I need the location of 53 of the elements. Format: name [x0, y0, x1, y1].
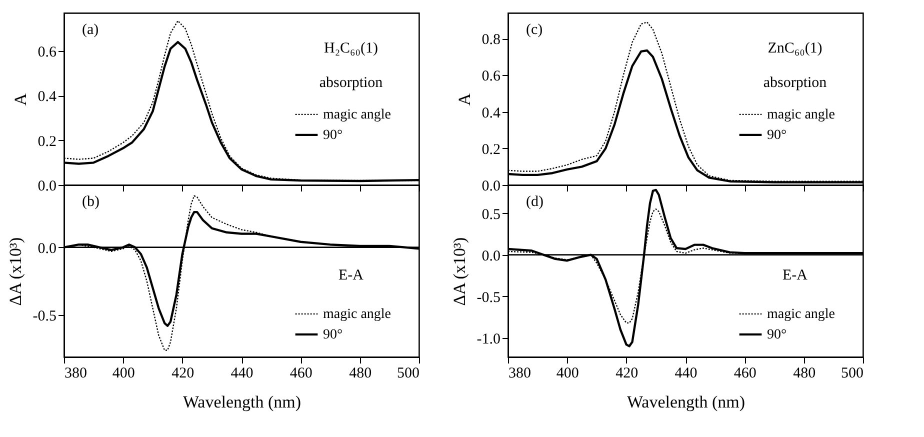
y-tick-label: 0.6	[38, 44, 57, 60]
y-tick-label: 0.8	[482, 32, 500, 48]
legend-label: 90°	[323, 327, 343, 342]
annotation: E-A	[338, 267, 364, 284]
y-axis-title: A	[454, 92, 474, 106]
legend-label: 90°	[323, 128, 343, 143]
y-tick-label: -1.0	[476, 331, 500, 348]
x-tick-label: 420	[172, 366, 194, 382]
legend-label: magic angle	[323, 306, 392, 322]
x-tick-label: 500	[841, 366, 864, 382]
y-tick-label: 0.4	[38, 89, 57, 106]
annotation: ZnC₆₀(1)	[768, 40, 822, 56]
y-tick-label: 0.2	[38, 134, 56, 150]
legend-label: magic angle	[767, 306, 836, 322]
y-tick-label: 0.4	[482, 105, 501, 122]
y-tick-label: 0.6	[482, 68, 501, 85]
x-axis-title: Wavelength (nm)	[182, 392, 302, 412]
legend-label: magic angle	[323, 107, 392, 122]
annotation: absorption	[319, 74, 384, 91]
y-axis-title: ΔA (x10³)	[450, 237, 469, 306]
x-tick-label: 380	[64, 366, 87, 382]
legend-label: magic angle	[767, 107, 836, 122]
x-tick-label: 460	[734, 366, 756, 382]
x-tick-label: 400	[112, 366, 135, 382]
x-tick-label: 440	[674, 366, 698, 382]
x-tick-label: 500	[397, 366, 420, 382]
annotation: absorption	[763, 74, 828, 91]
x-tick-label: 400	[556, 366, 579, 382]
x-tick-label: 480	[793, 366, 816, 382]
y-tick-label: -0.5	[476, 290, 500, 306]
y-tick-label: 0.0	[38, 178, 56, 194]
annotation: E-A	[782, 267, 808, 284]
annotation: (b)	[82, 194, 100, 210]
x-tick-label: 380	[508, 366, 531, 382]
x-axis-title: Wavelength (nm)	[626, 392, 746, 412]
x-tick-label: 460	[290, 366, 312, 382]
annotation: H₂C₆₀(1)	[324, 40, 378, 56]
annotation: (d)	[526, 194, 544, 210]
y-axis-title: ΔA (x10³)	[6, 237, 25, 306]
x-tick-label: 480	[349, 366, 372, 382]
y-tick-label: 0.2	[482, 142, 500, 158]
legend-label: 90°	[767, 128, 787, 143]
y-tick-label: 0.5	[482, 206, 500, 223]
x-tick-label: 440	[230, 366, 254, 382]
x-tick-label: 420	[616, 366, 638, 382]
y-tick-label: -0.5	[32, 308, 56, 325]
annotation: (c)	[526, 22, 543, 38]
y-tick-label: 0.0	[38, 240, 56, 257]
y-tick-label: 0.0	[482, 248, 500, 264]
y-axis-title: A	[10, 92, 30, 106]
annotation: (a)	[82, 22, 99, 38]
legend-label: 90°	[767, 327, 787, 342]
y-tick-label: 0.0	[482, 178, 500, 194]
